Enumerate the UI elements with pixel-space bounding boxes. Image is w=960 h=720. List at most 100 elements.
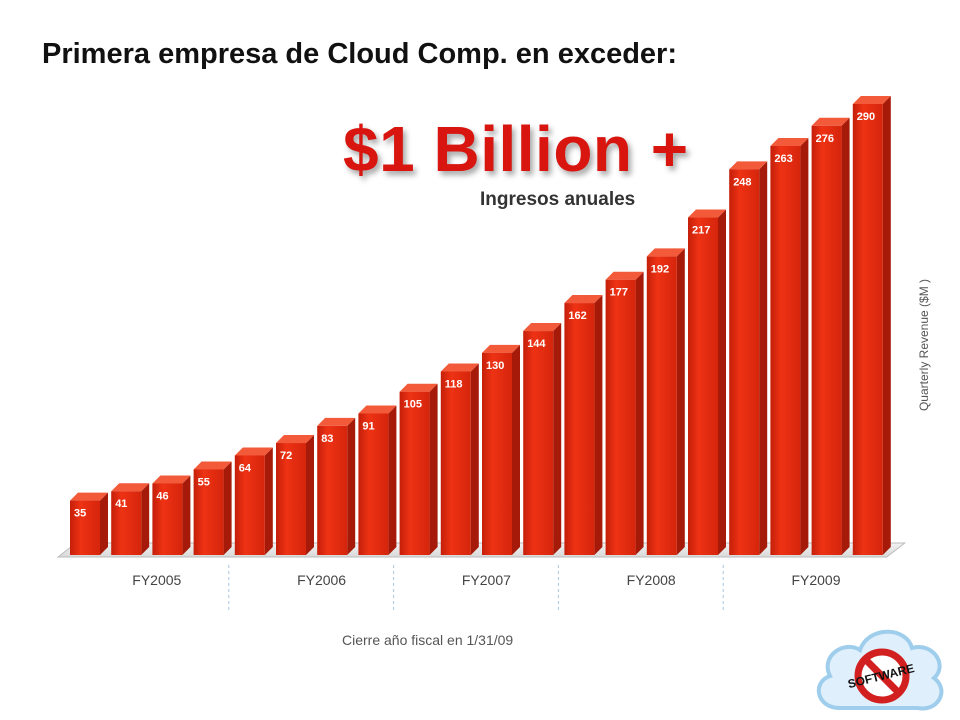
bar-12: 144	[523, 323, 562, 555]
bar-side	[470, 363, 479, 555]
bar-front	[523, 331, 554, 555]
headline-subtitle: Ingresos anuales	[480, 189, 636, 210]
bar-front	[770, 145, 801, 555]
bar-top	[811, 117, 850, 126]
bar-top	[440, 363, 479, 372]
bar-1: 35	[70, 492, 108, 555]
bar-front	[729, 169, 760, 555]
bar-3: 46	[152, 475, 191, 555]
bar-value-label: 290	[857, 111, 875, 123]
bar-top	[564, 295, 603, 304]
bar-value-label: 263	[774, 153, 792, 165]
page-title: Primera empresa de Cloud Comp. en excede…	[42, 38, 677, 70]
bar-front	[399, 391, 430, 555]
bar-top	[523, 323, 562, 332]
bar-front	[358, 413, 389, 555]
bar-front	[70, 500, 100, 555]
bar-top	[399, 383, 438, 392]
bar-top	[234, 447, 273, 456]
bar-side	[676, 248, 685, 555]
bar-6: 72	[276, 435, 314, 555]
bar-value-label: 276	[816, 133, 834, 145]
bar-side	[718, 209, 726, 555]
bar-side	[594, 295, 603, 555]
bar-side	[223, 461, 232, 555]
fiscal-year-label: FY2009	[791, 572, 840, 588]
bar-top	[770, 137, 809, 146]
bar-20: 290	[852, 96, 891, 555]
headline-billion: $1 Billion +	[343, 113, 689, 185]
y-axis-label: Quarterly Revenue ($M )	[917, 278, 931, 412]
bar-11: 130	[482, 344, 520, 555]
bar-15: 192	[646, 248, 685, 555]
fiscal-year-label: FY2007	[462, 572, 511, 588]
bar-front	[564, 303, 595, 555]
bar-top	[70, 492, 108, 501]
bar-top	[317, 417, 356, 426]
bar-4: 55	[193, 461, 232, 555]
bar-top	[358, 405, 397, 414]
bar-side	[882, 96, 891, 555]
fiscal-year-label: FY2006	[297, 572, 346, 588]
bar-value-label: 192	[651, 263, 669, 275]
bar-front	[317, 425, 348, 555]
bar-value-label: 35	[74, 508, 86, 520]
fiscal-year-axis: FY2005 FY2006 FY2007 FY2008 FY2009	[132, 565, 841, 610]
bar-front	[688, 217, 718, 555]
bar-10: 118	[440, 363, 479, 555]
no-software-cloud-logo: SOFTWARE	[816, 629, 944, 711]
bar-top	[482, 344, 520, 353]
bar-side	[429, 383, 438, 555]
bar-top	[729, 161, 768, 170]
bar-side	[141, 483, 150, 555]
bar-value-label: 72	[280, 450, 292, 462]
bar-side	[512, 344, 520, 555]
bar-value-label: 64	[239, 462, 252, 474]
bar-19: 276	[811, 117, 850, 556]
fiscal-year-footnote: Cierre año fiscal en 1/31/09	[342, 632, 514, 648]
bar-side	[759, 161, 768, 555]
bar-9: 105	[399, 383, 438, 555]
bar-14: 177	[605, 271, 644, 555]
bar-top	[852, 96, 891, 104]
bar-front	[193, 469, 224, 555]
bar-front	[482, 352, 512, 555]
bar-top	[646, 248, 685, 257]
bar-front	[234, 455, 265, 555]
bar-value-label: 105	[404, 399, 422, 411]
bar-front	[852, 104, 883, 555]
bar-13: 162	[564, 295, 603, 555]
bar-top	[111, 483, 150, 492]
bar-front	[152, 483, 183, 555]
no-sign-icon	[854, 648, 910, 704]
bar-top	[688, 209, 726, 218]
bar-front	[605, 279, 636, 555]
bar-side	[182, 475, 191, 555]
bar-front	[811, 125, 842, 556]
bar-side	[388, 405, 397, 555]
bar-value-label: 41	[115, 498, 127, 510]
bar-side	[100, 492, 108, 555]
bar-side	[347, 417, 356, 555]
bar-5: 64	[234, 447, 273, 555]
bar-top	[193, 461, 232, 470]
bar-8: 91	[358, 405, 397, 555]
bar-side	[841, 117, 850, 556]
bar-front	[276, 443, 306, 555]
bar-side	[800, 137, 809, 555]
bar-side	[553, 323, 562, 555]
bar-value-label: 217	[692, 225, 710, 237]
bar-value-label: 55	[198, 476, 210, 488]
bar-side	[264, 447, 273, 555]
bar-front	[111, 491, 142, 555]
bar-side	[306, 435, 314, 555]
fiscal-year-label: FY2008	[627, 572, 676, 588]
fiscal-year-label: FY2005	[132, 572, 181, 588]
bar-value-label: 118	[445, 378, 463, 390]
bar-7: 83	[317, 417, 356, 555]
bar-value-label: 177	[610, 287, 628, 299]
bar-18: 263	[770, 137, 809, 555]
bar-value-label: 46	[156, 490, 168, 502]
bar-top	[605, 271, 644, 280]
